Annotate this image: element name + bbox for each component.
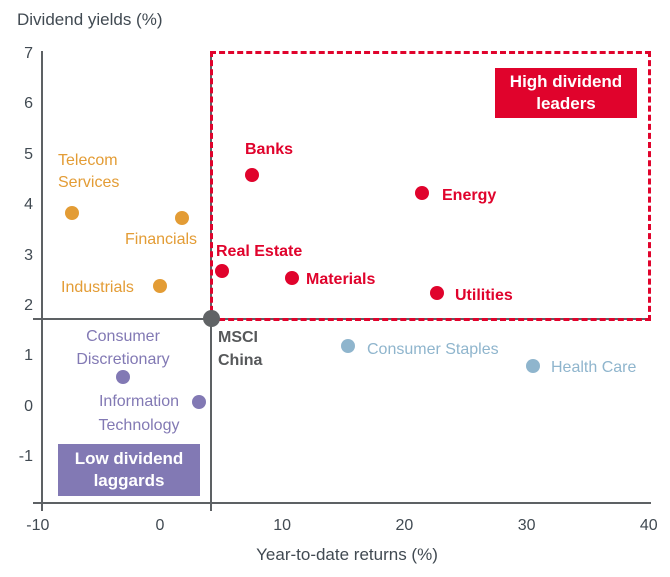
chart-title: Dividend yields (%) — [17, 10, 163, 29]
high-dividend-leaders-box: High dividend leaders — [495, 68, 637, 118]
y-tick-label: 7 — [24, 45, 33, 62]
point-dot-consumer-staples — [341, 339, 356, 354]
x-tick-label: 30 — [517, 517, 536, 534]
y-tick-label: 5 — [24, 145, 33, 163]
y-tick-label: 6 — [24, 95, 33, 113]
point-label-financials: Financials — [124, 231, 198, 248]
point-label-consumer-discretionary: Consumer Discretionary — [76, 328, 170, 368]
point-dot-health-care — [525, 359, 540, 374]
y-tick-label: 1 — [24, 347, 33, 365]
y-tick-label: 3 — [24, 246, 33, 264]
x-tick-label: 0 — [155, 517, 165, 534]
point-label-consumer-staples: Consumer Staples — [367, 341, 499, 358]
x-tick-label: 40 — [639, 517, 658, 534]
point-dot-utilities — [430, 286, 445, 301]
point-dot-consumer-discretionary — [116, 369, 131, 384]
point-label-health-care: Health Care — [551, 359, 637, 376]
point-label-materials: Materials — [306, 271, 376, 288]
high-dividend-region-outline — [210, 51, 651, 321]
point-dot-telecom-services — [65, 205, 80, 220]
point-label-industrials: Industrials — [61, 279, 134, 296]
low-dividend-laggards-box: Low dividend laggards — [58, 444, 200, 496]
point-label-energy: Energy — [442, 187, 497, 204]
x-axis-title: Year-to-date returns (%) — [256, 545, 438, 564]
y-tick-label: 2 — [24, 297, 33, 314]
y-tick-label: 0 — [24, 397, 33, 415]
low-dividend-laggards-label: Low dividend laggards — [74, 449, 184, 490]
point-label-banks: Banks — [244, 141, 294, 158]
y-tick-label: 4 — [24, 196, 33, 214]
point-dot-banks — [244, 167, 259, 182]
point-label-telecom-services: Telecom Services — [58, 152, 120, 191]
y-tick-label: -1 — [18, 448, 33, 466]
x-tick-label: 20 — [395, 517, 414, 534]
point-dot-financials — [174, 210, 189, 225]
x-axis-line — [33, 502, 651, 504]
y-axis-line — [41, 51, 43, 511]
point-dot-materials — [284, 271, 299, 286]
point-label-utilities: Utilities — [455, 287, 513, 304]
x-tick-label: -10 — [26, 517, 50, 534]
point-dot-real-estate — [215, 263, 230, 278]
point-dot-msci-china — [202, 310, 220, 328]
x-tick-label: 10 — [273, 517, 292, 534]
point-dot-energy — [414, 185, 429, 200]
point-label-real-estate: Real Estate — [216, 243, 303, 260]
point-dot-industrials — [153, 278, 167, 293]
point-label-msci-china: MSCI China — [218, 329, 263, 369]
high-dividend-leaders-label: High dividend leaders — [509, 72, 623, 113]
point-label-information-technology: Information Technology — [98, 393, 180, 434]
point-dot-information-technology — [192, 394, 207, 409]
